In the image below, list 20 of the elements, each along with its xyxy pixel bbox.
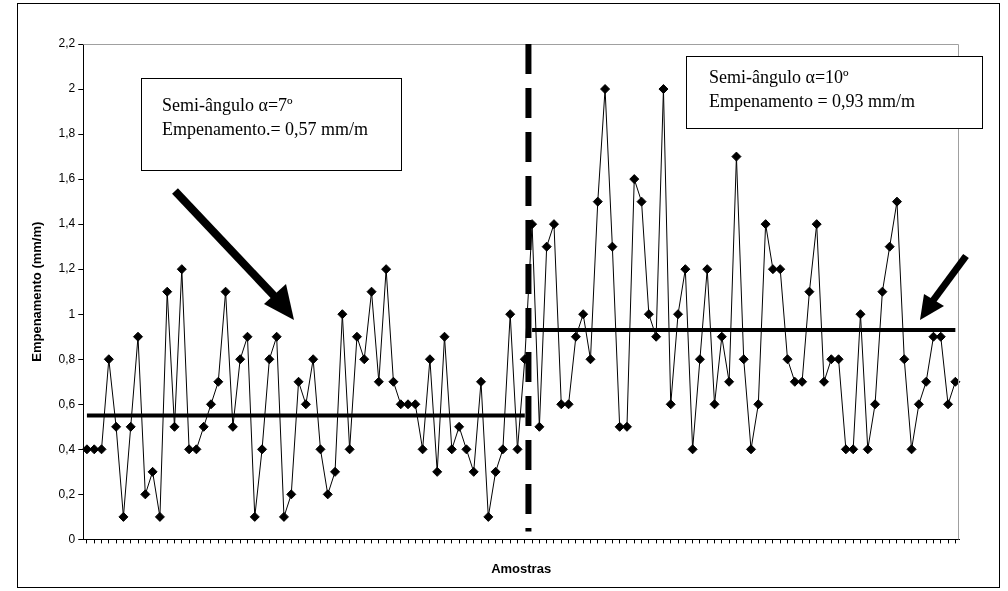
y-tick-label: 1,6 [58,171,76,186]
note-box: Semi-ângulo α=7º Empenamento.= 0,57 mm/m [141,78,402,171]
x-axis-title: Amostras [491,560,552,576]
y-tick-label: 0 [68,531,76,546]
annotation: Empenamento = 0,93 mm/m [709,90,917,113]
y-tick-label: 0,2 [58,486,76,501]
annotation: Empenamento.= 0,57 mm/m [162,118,370,141]
note-box: Semi-ângulo α=10º Empenamento = 0,93 mm/m [686,56,983,129]
y-tick-label: 1,4 [58,216,76,231]
y-tick-label: 2 [68,81,76,96]
y-axis-title: Empenamento (mm/m) [29,221,45,362]
annotation: Semi-ângulo α=7º [162,94,294,117]
y-tick-label: 1,2 [58,261,76,276]
y-tick-label: 1 [68,306,76,321]
y-tick-label: 0,8 [58,351,76,366]
y-tick-label: 2,2 [58,36,76,51]
y-tick-label: 1,8 [58,126,76,141]
y-tick-label: 0,4 [58,441,76,456]
y-tick-label: 0,6 [58,396,76,411]
annotation: Semi-ângulo α=10º [709,66,850,89]
